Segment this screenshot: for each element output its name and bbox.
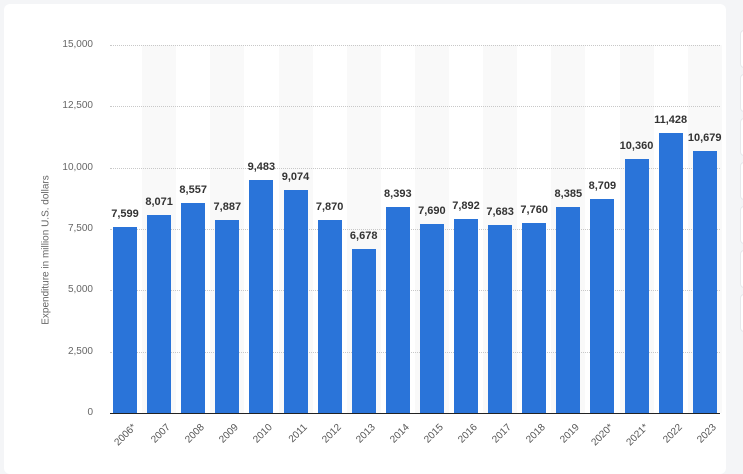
side-action-button[interactable]	[740, 118, 743, 156]
x-tick-label: 2016	[456, 422, 480, 446]
bar-value-label: 7,870	[315, 200, 344, 213]
y-axis-label: Expenditure in million U.S. dollars	[40, 175, 52, 325]
x-tick-label: 2010	[251, 422, 276, 446]
bar-value-label: 7,892	[452, 200, 480, 213]
x-tick-label: 2011	[286, 422, 310, 445]
bar[interactable]	[181, 203, 206, 413]
x-tick-label: 2020*	[589, 422, 617, 449]
x-tick-label: 2022	[660, 422, 685, 446]
x-tick-label: 2019	[558, 422, 583, 446]
side-action-button[interactable]	[740, 30, 743, 68]
bar[interactable]	[522, 222, 547, 413]
bar[interactable]	[488, 224, 513, 413]
y-tick-label: 12,500	[62, 100, 93, 112]
y-tick-label: 2,500	[67, 345, 93, 357]
x-tick-label: 2006*	[112, 422, 139, 449]
bar[interactable]	[283, 190, 308, 413]
x-tick-label: 2009	[217, 422, 242, 446]
bar-value-label: 8,557	[179, 184, 207, 197]
bar-value-label: 7,683	[486, 205, 514, 218]
x-tick-label: 2012	[319, 422, 344, 446]
bar[interactable]	[556, 207, 581, 413]
bar-value-label: 7,760	[520, 203, 548, 216]
x-tick-label: 2021*	[624, 422, 651, 449]
x-tick-label: 2008	[183, 422, 207, 446]
y-tick-label: 0	[87, 407, 93, 418]
x-tick-label: 2007	[149, 422, 173, 446]
bar[interactable]	[249, 180, 274, 413]
y-tick-label: 15,000	[62, 39, 93, 50]
bar-value-label: 8,709	[588, 180, 617, 193]
bar-value-label: 8,385	[554, 188, 583, 201]
y-tick-label: 5,000	[67, 284, 93, 296]
x-axis-line	[110, 413, 720, 414]
bar-value-label: 6,678	[349, 230, 378, 243]
bar-value-label: 10,360	[619, 139, 654, 152]
bar[interactable]	[147, 214, 172, 413]
bar-value-label: 8,071	[145, 195, 173, 208]
x-tick-label: 2015	[422, 422, 446, 446]
y-tick-label: 10,000	[62, 161, 93, 173]
side-action-button[interactable]	[740, 250, 743, 288]
bar-value-label: 10,679	[687, 132, 722, 144]
bar-value-label: 7,599	[111, 207, 139, 220]
bar-value-label: 7,690	[418, 205, 446, 218]
side-action-button[interactable]	[740, 162, 743, 200]
bar[interactable]	[419, 224, 444, 413]
x-tick-label: 2017	[490, 422, 514, 446]
bar[interactable]	[113, 226, 137, 413]
bar[interactable]	[351, 249, 376, 413]
bar[interactable]	[624, 158, 649, 413]
x-tick-label: 2013	[353, 422, 378, 446]
side-action-button[interactable]	[740, 294, 743, 332]
bar[interactable]	[454, 219, 478, 413]
gridline	[110, 290, 720, 292]
bar-value-label: 9,074	[281, 171, 310, 184]
bar[interactable]	[692, 151, 717, 413]
bar[interactable]	[215, 219, 240, 413]
bar-value-label: 9,483	[247, 161, 276, 174]
bar[interactable]	[385, 207, 410, 413]
bar[interactable]	[317, 219, 342, 413]
gridline	[110, 106, 720, 108]
x-tick-label: 2018	[524, 422, 548, 446]
gridline	[110, 229, 720, 230]
y-tick-label: 7,500	[67, 223, 93, 234]
gridline	[110, 167, 720, 169]
bar-value-label: 11,428	[654, 113, 688, 126]
bar[interactable]	[590, 199, 615, 413]
x-tick-label: 2023	[694, 422, 719, 446]
gridline	[110, 351, 720, 353]
bar[interactable]	[658, 132, 683, 413]
bar-value-label: 7,887	[213, 200, 242, 213]
bar-value-label: 8,393	[384, 188, 412, 201]
gridline	[110, 45, 720, 46]
side-action-button[interactable]	[740, 74, 743, 112]
x-tick-label: 2014	[388, 422, 412, 446]
side-action-button[interactable]	[740, 206, 743, 244]
